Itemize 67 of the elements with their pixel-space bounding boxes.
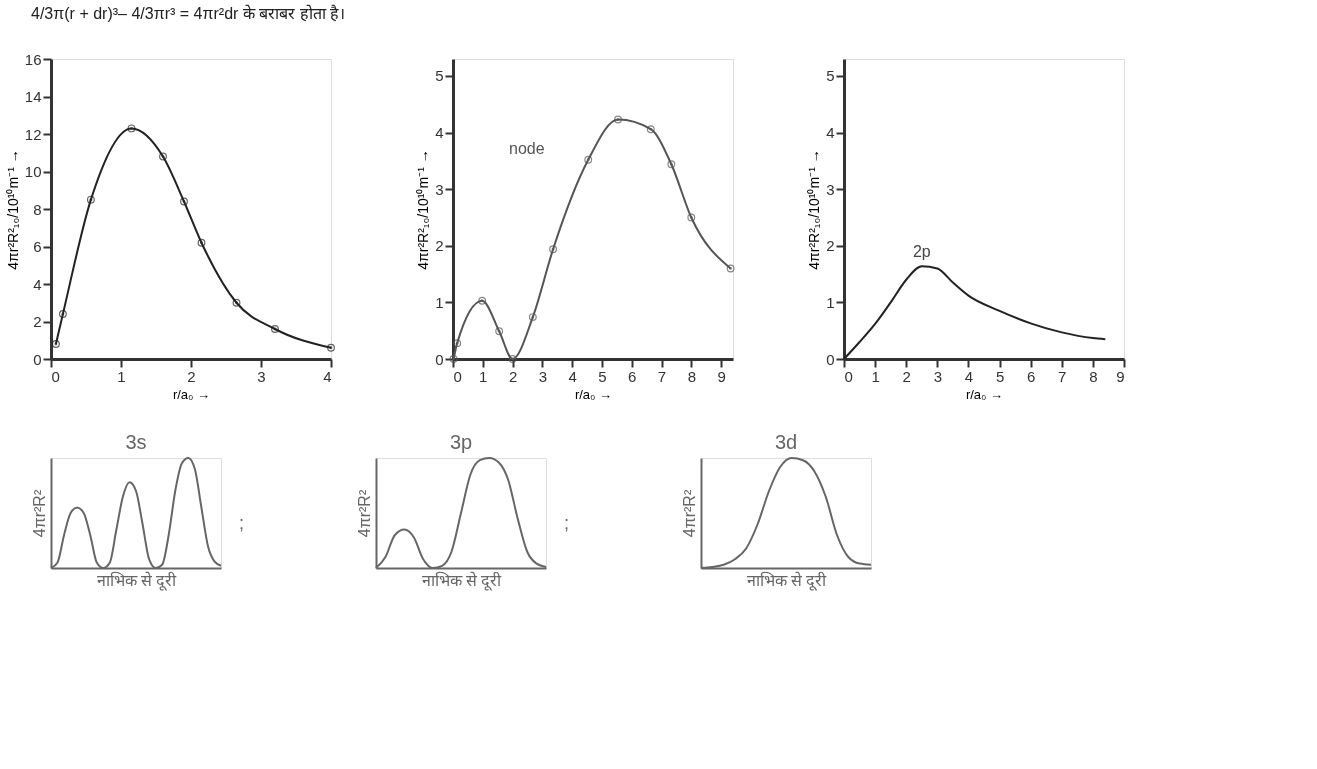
chart-title: 3d	[774, 431, 798, 453]
y-tick-label: 0	[33, 350, 42, 368]
x-tick-label: 1	[871, 367, 880, 385]
x-tick-label: 0	[453, 367, 462, 385]
x-axis-title: r/a₀ →	[172, 386, 211, 402]
x-axis-title: r/a₀ →	[574, 386, 613, 402]
x-tick-label: 1	[117, 367, 126, 385]
x-tick-label: 4	[323, 367, 332, 385]
x-tick-label: 4	[964, 367, 974, 385]
x-tick-label: 5	[995, 367, 1005, 385]
x-tick-label: 8	[687, 367, 696, 385]
y-axis-title: 4πr²R²	[30, 489, 48, 538]
x-tick-label: 9	[717, 367, 726, 385]
y-axis-title: 4πr²R²₁₀/10¹⁰m⁻¹ →	[415, 149, 432, 270]
y-tick-label: 3	[826, 180, 835, 198]
y-tick-label: 2	[33, 313, 42, 330]
x-tick-label: 2	[187, 367, 196, 385]
text: ;	[564, 513, 570, 533]
x-tick-label: 4	[568, 367, 577, 385]
x-tick-label: 8	[1089, 367, 1098, 385]
x-tick-label: 3	[257, 367, 266, 385]
y-tick-label: 0	[435, 350, 444, 368]
x-axis-title: नाभिक से दूरी	[421, 570, 503, 591]
y-tick-label: 4	[33, 275, 42, 293]
x-axis-title: नाभिक से दूरी	[746, 570, 828, 591]
y-tick-label: 5	[826, 67, 835, 85]
x-tick-label: 5	[598, 367, 607, 385]
y-tick-label: 16	[24, 50, 42, 68]
y-tick-label: 1	[826, 293, 835, 311]
y-axis-title: 4πr²R²	[355, 489, 373, 538]
y-tick-label: 1	[435, 293, 444, 311]
x-axis-title: r/a₀ →	[965, 386, 1004, 402]
annotation: 2p	[912, 242, 931, 260]
y-tick-label: 0	[826, 350, 835, 368]
y-tick-label: 6	[33, 238, 42, 255]
text: 4/3π(r + dr)³– 4/3πr³ = 4πr²dr के बराबर होता है।	[31, 4, 346, 22]
text: ;	[239, 513, 245, 533]
x-tick-label: 7	[1058, 367, 1067, 385]
y-tick-label: 3	[435, 180, 444, 198]
x-tick-label: 6	[628, 367, 637, 385]
line-series	[843, 265, 1107, 360]
y-tick-label: 4	[435, 124, 444, 142]
x-tick-label: 3	[538, 367, 548, 385]
y-tick-label: 2	[435, 237, 444, 255]
x-tick-label: 6	[1026, 367, 1036, 385]
x-axis-title: नाभिक से दूरी	[96, 570, 178, 591]
y-axis-title: 4πr²R²₁₀/10¹⁰m⁻¹ →	[806, 149, 823, 270]
chart-title: 3p	[449, 431, 473, 453]
y-tick-label: 5	[435, 67, 444, 85]
y-tick-label: 2	[826, 237, 835, 255]
x-tick-label: 0	[844, 367, 853, 385]
chart-title: 3s	[125, 431, 147, 453]
x-tick-label: 2	[508, 367, 518, 385]
y-axis-title: 4πr²R²₁₀/10¹⁰m⁻¹ →	[4, 149, 21, 270]
x-tick-label: 9	[1116, 367, 1125, 385]
x-tick-label: 0	[51, 367, 60, 385]
x-tick-label: 1	[479, 367, 488, 385]
y-tick-label: 10	[24, 163, 42, 180]
x-tick-label: 2	[902, 367, 911, 385]
y-tick-label: 14	[24, 88, 42, 105]
y-tick-label: 4	[826, 124, 835, 142]
annotation: node	[509, 140, 545, 157]
y-tick-label: 12	[24, 125, 42, 143]
x-tick-label: 3	[933, 367, 943, 385]
x-tick-label: 7	[657, 367, 667, 385]
y-axis-title: 4πr²R²	[680, 489, 698, 538]
y-tick-label: 8	[33, 200, 42, 218]
